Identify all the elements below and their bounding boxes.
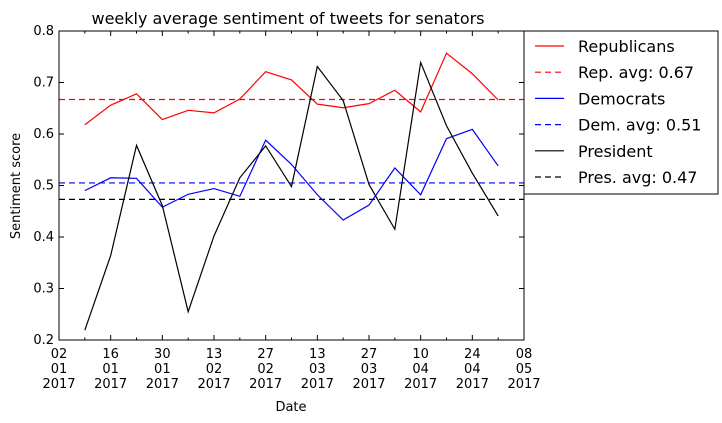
legend-label-3: Dem. avg: 0.51 [578, 116, 701, 135]
x-tick-label: 24 04 2017 [456, 347, 489, 392]
chart-title: weekly average sentiment of tweets for s… [91, 9, 484, 28]
x-tick-label: 08 05 2017 [507, 347, 540, 392]
y-axis-label: Sentiment score [9, 133, 24, 239]
x-tick-label: 30 01 2017 [146, 347, 179, 392]
y-tick-label: 0.5 [33, 179, 54, 194]
axes: 0.2 0.3 0.4 0.5 0.6 0.7 0.8 02 01 2017 16 01 2017 30 0… [33, 24, 540, 392]
series-line-president [84, 60, 499, 331]
legend: Republicans Rep. avg: 0.67 Democrats Dem. a… [523, 30, 719, 195]
y-tick-label: 0.2 [33, 333, 54, 348]
series-line-republicans [84, 52, 499, 126]
legend-label-1: Rep. avg: 0.67 [578, 63, 694, 82]
legend-label-4: President [578, 142, 653, 161]
y-tick-label: 0.6 [33, 127, 54, 142]
y-tick-label: 0.8 [33, 24, 54, 39]
legend-label-0: Republicans [578, 37, 675, 56]
y-tick-label: 0.3 [33, 282, 54, 297]
series-line-democrats [84, 128, 499, 221]
y-tick-label: 0.4 [33, 230, 54, 245]
x-tick-label: 13 03 2017 [301, 347, 334, 392]
legend-label-5: Pres. avg: 0.47 [578, 168, 697, 187]
y-tick-label: 0.7 [33, 76, 54, 91]
legend-label-2: Democrats [578, 89, 665, 108]
x-tick-label: 13 02 2017 [197, 347, 230, 392]
x-axis-label: Date [275, 400, 306, 415]
x-tick-label: 27 02 2017 [249, 347, 282, 392]
x-tick-label: 10 04 2017 [404, 347, 437, 392]
x-tick-label: 16 01 2017 [94, 347, 127, 392]
plot-area [59, 52, 524, 331]
x-tick-label: 02 01 2017 [42, 347, 75, 392]
x-tick-label: 27 03 2017 [352, 347, 385, 392]
legend-box [523, 30, 719, 195]
